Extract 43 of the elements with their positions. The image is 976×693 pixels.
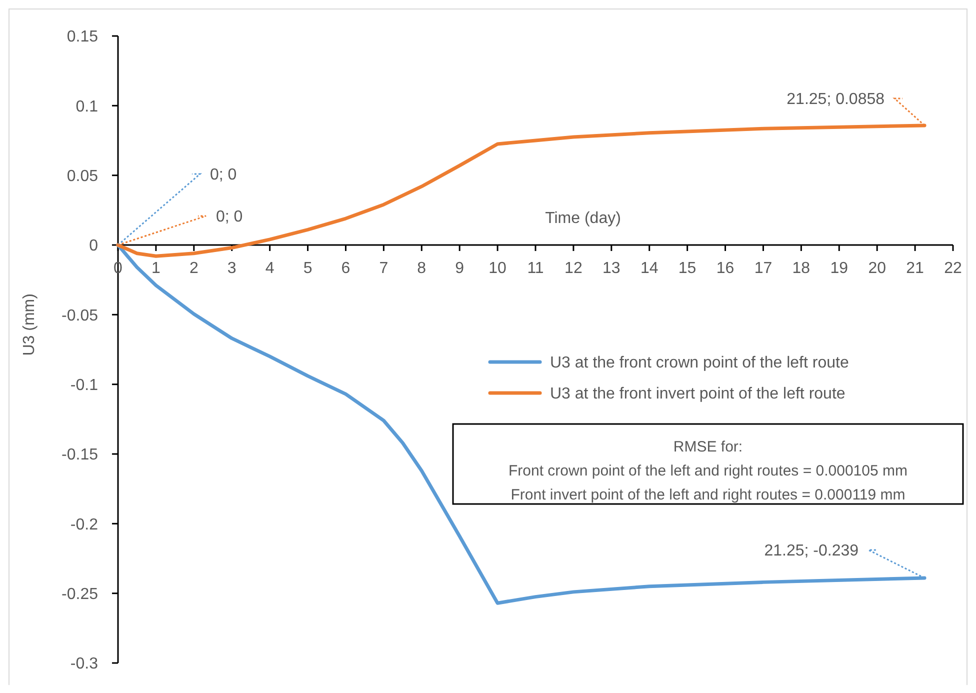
annotation: Front invert point of the left and right routes = 0.000119 mm (510, 486, 906, 504)
x-tick-label: 15 (678, 260, 696, 277)
x-tick-label: 13 (602, 260, 620, 277)
y-tick-label: -0.1 (70, 376, 98, 394)
y-tick-label: 0.05 (66, 168, 98, 185)
y-tick-label: 0 (89, 238, 98, 255)
x-tick-label: 16 (716, 260, 734, 277)
y-tick-label: -0.25 (62, 586, 98, 603)
x-tick-label: 19 (830, 260, 848, 277)
y-tick-label: -0.3 (70, 656, 98, 673)
x-tick-label: 12 (564, 260, 582, 277)
data-label: 21.25; -0.239 (764, 542, 859, 560)
x-tick-label: 18 (792, 260, 810, 277)
data-label: 0; 0 (210, 166, 237, 184)
x-tick-label: 4 (265, 260, 274, 277)
x-tick-label: 10 (488, 260, 507, 277)
x-tick-label: 7 (379, 260, 388, 277)
x-tick-label: 5 (303, 260, 312, 277)
y-axis-title: U3 (mm) (21, 294, 38, 356)
legend-label: U3 at the front crown point of the left route (550, 354, 849, 372)
x-tick-label: 17 (754, 260, 772, 277)
x-axis-title: Time (day) (545, 210, 621, 227)
x-tick-label: 14 (640, 260, 658, 277)
data-label: 21.25; 0.0858 (786, 91, 885, 108)
x-tick-label: 20 (868, 260, 886, 277)
x-tick-label: 9 (455, 260, 464, 277)
x-tick-label: 11 (527, 260, 544, 277)
annotation: RMSE for: (673, 438, 743, 456)
y-tick-label: 0.15 (66, 28, 98, 46)
y-tick-label: 0.1 (76, 98, 98, 116)
x-tick-label: 21 (906, 260, 924, 277)
x-tick-label: 8 (417, 260, 426, 277)
data-label: 0; 0 (216, 208, 243, 226)
legend-label: U3 at the front invert point of the left route (550, 386, 846, 403)
y-tick-label: -0.05 (62, 307, 98, 324)
x-tick-label: 6 (341, 260, 350, 277)
x-tick-label: 3 (227, 260, 236, 277)
x-tick-label: 22 (944, 260, 962, 277)
annotation: Front crown point of the left and right routes = 0.000105 mm (508, 462, 908, 480)
x-tick-label: 1 (152, 260, 160, 277)
y-tick-label: -0.15 (62, 446, 98, 464)
x-tick-label: 2 (189, 260, 198, 277)
y-tick-label: -0.2 (70, 516, 98, 534)
